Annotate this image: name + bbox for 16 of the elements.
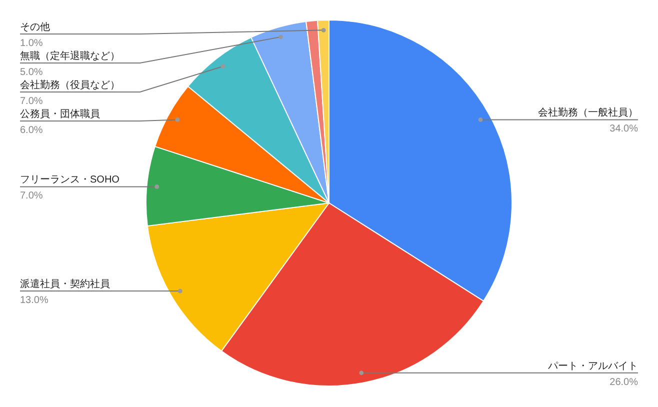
slice-label: 会社勤務（一般社員） [538, 106, 638, 119]
slice-label: パート・アルバイト [547, 360, 638, 372]
data-label: 7.0% [20, 190, 43, 202]
data-label: 6.0% [20, 125, 43, 136]
data-label: 5.0% [20, 67, 43, 78]
slice-label: 無職（定年退職など） [20, 50, 120, 62]
slice-label: 会社勤務（役員など） [20, 79, 120, 91]
slice-label: その他 [20, 21, 50, 33]
data-label: 13.0% [20, 295, 48, 306]
slice-label: 公務員・団体職員 [20, 108, 100, 120]
data-label: 26.0% [610, 376, 638, 388]
data-label: 1.0% [20, 38, 43, 49]
data-label: 7.0% [20, 96, 43, 107]
slice-label: フリーランス・SOHO [20, 174, 120, 186]
slice-label: 派遣社員・契約社員 [20, 278, 110, 290]
data-label: 34.0% [610, 124, 638, 135]
